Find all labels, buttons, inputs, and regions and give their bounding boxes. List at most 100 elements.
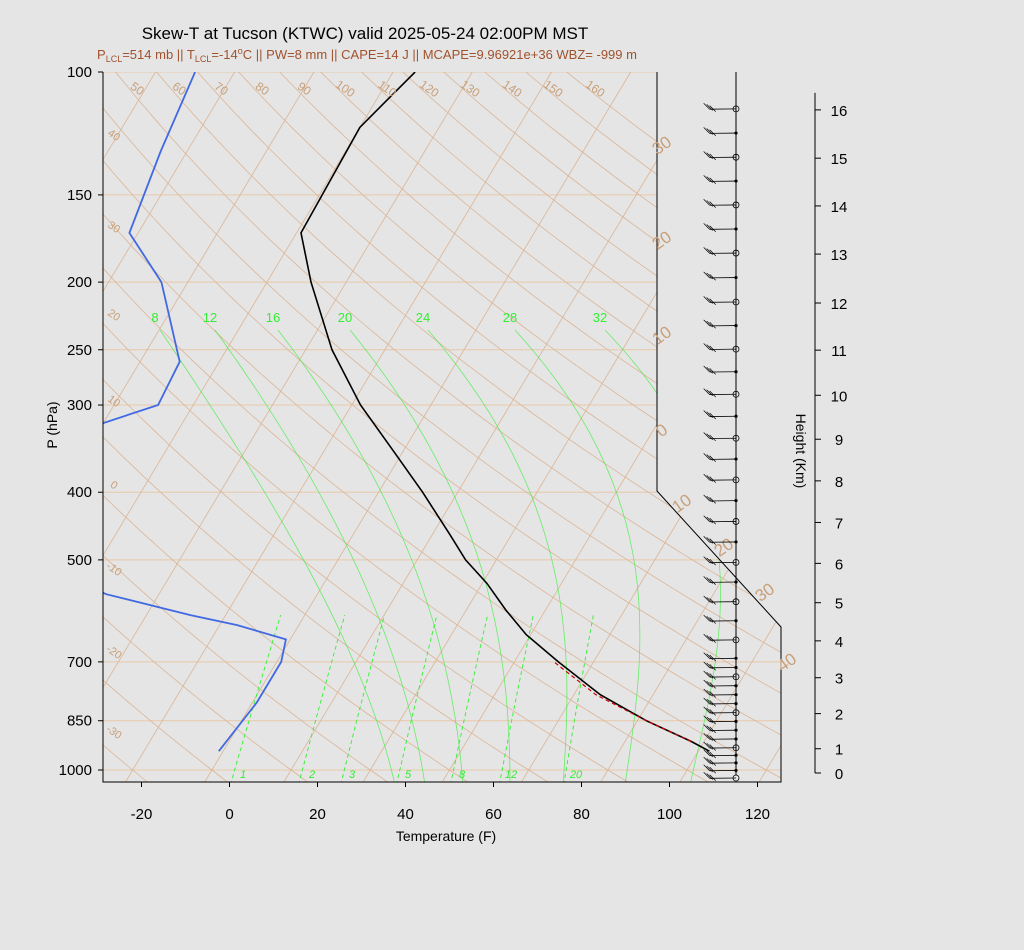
dry-adiabat-line	[115, 72, 781, 782]
wind-barb-feather	[706, 577, 713, 584]
dry-adiabat-line	[103, 72, 152, 782]
dry-adiabat-label: 70	[212, 79, 231, 98]
height-tick-label: 3	[835, 671, 843, 688]
wind-barb-feather	[703, 764, 710, 771]
wind-barb-feather	[706, 725, 713, 732]
plot-frame	[102, 72, 782, 783]
chart-title: Skew-T at Tucson (KTWC) valid 2025-05-24…	[142, 24, 589, 43]
wind-barb-feather	[709, 673, 716, 680]
wind-barb-feather	[703, 679, 710, 687]
dry-adiabat-label: 100	[333, 77, 358, 100]
wind-level-dot	[734, 227, 738, 231]
wind-barb-feather	[703, 388, 710, 395]
temperature-tick-label: 100	[657, 806, 682, 823]
wind-barb-feather	[706, 698, 713, 706]
subtitle-degree: o	[238, 46, 243, 56]
wind-barb-feather	[703, 724, 710, 731]
temperature-profile	[300, 72, 710, 752]
isotherm-line	[361, 72, 781, 782]
dry-adiabat-line	[103, 72, 553, 782]
left-edge-label: -10	[104, 560, 124, 579]
isotherm-line	[123, 72, 552, 782]
wind-barb-feather	[703, 473, 710, 481]
wind-barb-feather	[709, 497, 716, 504]
pressure-tick-label: 100	[67, 64, 92, 81]
height-tick-label: 13	[831, 247, 848, 264]
pressure-tick-label: 700	[67, 654, 92, 671]
wind-barb-feather	[709, 709, 716, 716]
wind-barb-feather	[706, 516, 713, 524]
left-edge-label: -20	[104, 643, 124, 662]
isotherm-line	[103, 72, 236, 782]
wind-barb-feather	[706, 152, 713, 159]
wind-barb-feather	[709, 636, 716, 643]
pressure-tick-label: 200	[67, 274, 92, 291]
wind-barb-feather	[706, 635, 713, 642]
isotherm-line	[677, 72, 781, 782]
wind-barb-feather	[709, 700, 716, 707]
wind-barb-feather	[709, 105, 716, 112]
wind-barb-feather	[709, 774, 716, 781]
mixing-ratio-label: 20	[338, 310, 352, 325]
dry-adiabat-line	[525, 72, 781, 782]
wind-barb-feather	[709, 274, 716, 281]
subtitle-lcl-p: P	[97, 47, 106, 62]
height-tick-label: 2	[835, 707, 843, 724]
y-axis-title: P (hPa)	[44, 401, 60, 448]
wind-barb-feather	[703, 756, 710, 764]
wind-barb-feather	[709, 368, 716, 375]
dry-adiabat-label: 150	[541, 77, 566, 100]
wind-barb-feather	[706, 224, 713, 231]
isotherm-line	[837, 72, 1024, 785]
wind-barb-feather	[706, 596, 713, 604]
wind-barb-feather	[709, 717, 716, 725]
mixing-ratio-label: 8	[459, 769, 466, 781]
wind-barb-feather	[703, 633, 710, 641]
wind-barb-feather	[703, 343, 710, 350]
height-tick-label: 7	[835, 515, 843, 532]
pressure-tick-label: 1000	[59, 762, 92, 779]
left-edge-label: 10	[105, 393, 122, 410]
wind-barb-feather	[706, 680, 713, 688]
wind-barb-feather	[706, 773, 713, 780]
wind-barb-feather	[703, 515, 710, 523]
wind-barb-feather	[706, 758, 713, 765]
dry-adiabat-label: 90	[295, 79, 314, 98]
isotherm-line	[103, 72, 315, 782]
dry-adiabat-line	[103, 72, 714, 782]
dry-adiabat-line	[156, 72, 781, 782]
pressure-tick-label: 400	[67, 484, 92, 501]
wind-barb-feather	[709, 390, 716, 398]
wind-barb-feather	[706, 616, 713, 623]
wind-barb-feather	[703, 595, 710, 603]
x-axis-title: Temperature (F)	[396, 828, 496, 844]
dry-adiabat-line	[443, 72, 781, 782]
wind-barb-feather	[709, 201, 716, 208]
moist-adiabat-line	[514, 329, 641, 782]
wind-barb-feather	[703, 670, 710, 678]
dry-adiabat-line	[103, 72, 781, 782]
temperature-tick-label: 0	[225, 806, 233, 823]
dry-adiabat-label: 130	[458, 77, 483, 100]
temperature-tick-label: 20	[309, 806, 326, 823]
wind-barb-feather	[706, 104, 713, 111]
wind-barb-feather	[709, 691, 716, 698]
dry-adiabat-line	[103, 72, 633, 782]
sounding-profiles	[103, 72, 710, 752]
chart-subtitle: PLCL=514 mb || TLCL=-14oC || PW=8 mm || …	[97, 46, 637, 64]
wind-barb-feather	[709, 412, 716, 420]
pressure-tick-label: 850	[67, 713, 92, 730]
wind-barb-feather	[706, 433, 713, 440]
dry-adiabat-line	[238, 72, 781, 782]
height-tick-label: 1	[835, 742, 843, 759]
wind-barbs	[703, 72, 740, 782]
wind-barb-feather	[703, 319, 710, 327]
dry-adiabat-label: 50	[128, 79, 147, 98]
wind-barb-feather	[709, 249, 716, 257]
dry-adiabat-line	[103, 72, 781, 782]
wind-barb-feather	[706, 495, 713, 503]
mixing-ratio-label: 32	[593, 310, 607, 325]
dry-adiabat-line	[361, 72, 781, 782]
